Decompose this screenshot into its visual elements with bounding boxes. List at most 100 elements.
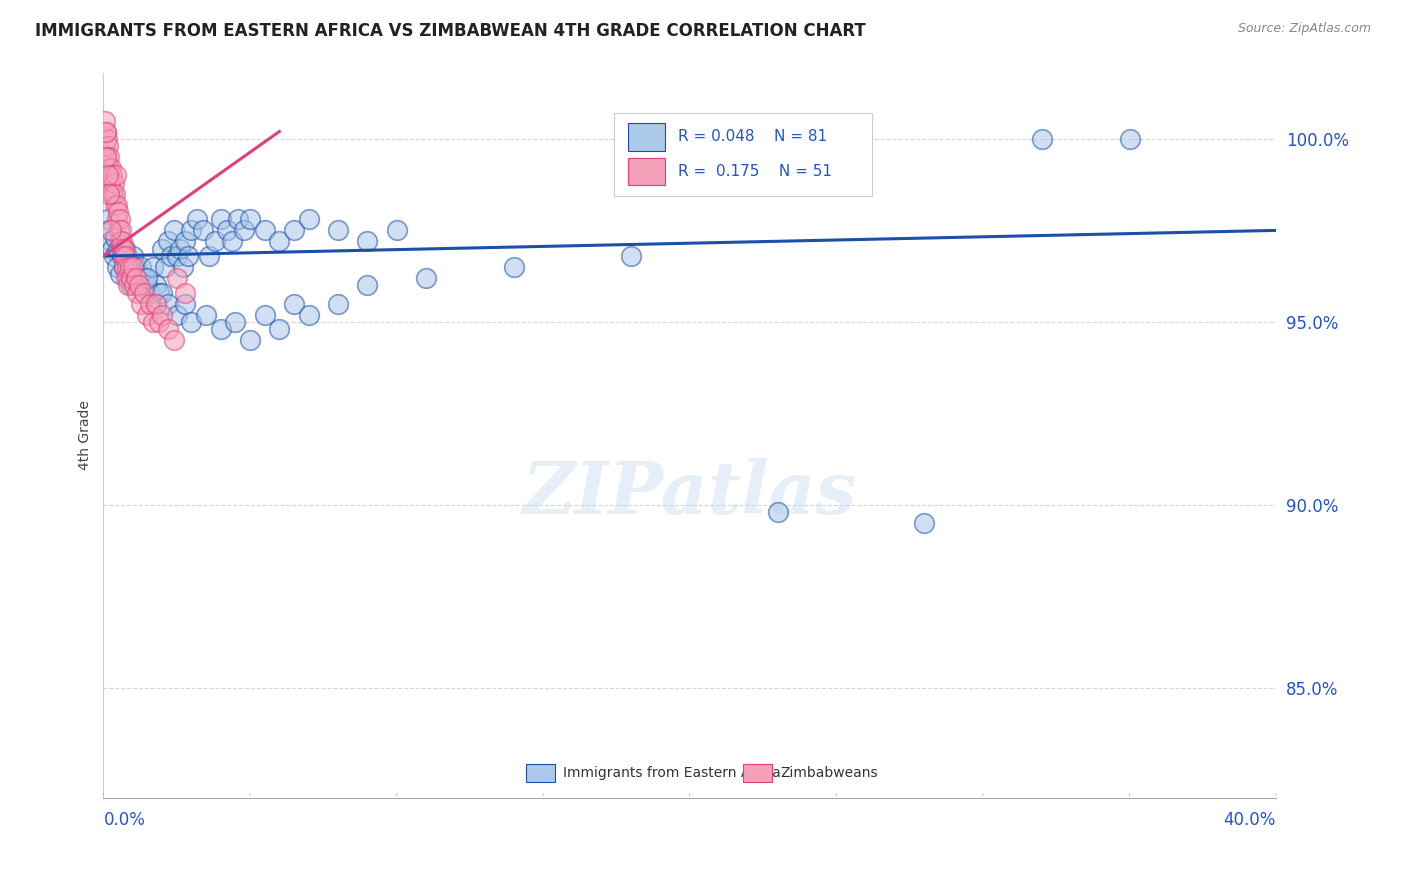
Point (134, 271, 156, 285)
Point (150, 308, 173, 322)
Point (156, 322, 179, 336)
Point (128, 268, 150, 282)
Text: Immigrants from Eastern Africa: Immigrants from Eastern Africa (562, 766, 780, 780)
Point (502, 260, 524, 274)
Text: R =  0.175    N = 51: R = 0.175 N = 51 (678, 164, 832, 179)
Point (356, 278, 378, 293)
Point (233, 223, 256, 237)
Point (101, 169, 124, 183)
Y-axis label: 4th Grade: 4th Grade (79, 401, 93, 470)
Point (107, 223, 129, 237)
Point (108, 268, 131, 282)
Point (224, 315, 246, 329)
Point (191, 223, 214, 237)
Point (163, 223, 186, 237)
Point (118, 260, 141, 274)
Point (326, 223, 349, 237)
Point (1118, 132, 1140, 146)
Point (283, 223, 305, 237)
Point (110, 223, 132, 237)
Point (139, 285, 162, 300)
Point (98, 150, 121, 164)
Point (153, 260, 176, 274)
Point (356, 235, 378, 249)
Point (97, 161, 120, 176)
Point (103, 198, 125, 212)
Point (180, 223, 202, 237)
Point (415, 271, 437, 285)
Point (94, 139, 117, 153)
Bar (742, 764, 772, 782)
Point (198, 249, 221, 263)
Point (114, 249, 136, 263)
Point (215, 223, 238, 237)
Point (174, 235, 197, 249)
Point (103, 176, 125, 190)
Point (117, 271, 139, 285)
Point (114, 260, 136, 274)
Bar (613, 113, 872, 196)
Text: IMMIGRANTS FROM EASTERN AFRICA VS ZIMBABWEAN 4TH GRADE CORRELATION CHART: IMMIGRANTS FROM EASTERN AFRICA VS ZIMBAB… (35, 22, 866, 40)
Point (174, 296, 197, 310)
Point (104, 230, 127, 244)
Point (150, 242, 173, 256)
Point (136, 278, 159, 293)
Point (150, 285, 173, 300)
Point (127, 278, 149, 293)
Point (105, 198, 128, 212)
Point (174, 285, 197, 300)
Point (124, 271, 146, 285)
Point (283, 296, 305, 310)
Point (166, 308, 188, 322)
Point (111, 235, 134, 249)
Point (148, 315, 170, 329)
Text: 0.0%: 0.0% (104, 811, 145, 829)
Point (204, 235, 226, 249)
Point (97, 139, 120, 153)
Point (156, 296, 179, 310)
Point (103, 249, 125, 263)
Point (98, 176, 121, 190)
Point (110, 235, 132, 249)
Bar (526, 764, 555, 782)
Point (120, 278, 142, 293)
Point (122, 268, 145, 282)
Point (121, 249, 143, 263)
Point (115, 249, 138, 263)
Point (912, 516, 935, 531)
Point (111, 249, 134, 263)
Point (131, 260, 153, 274)
Point (110, 238, 132, 252)
Point (124, 260, 146, 274)
Bar (627, 158, 665, 186)
Point (297, 212, 319, 227)
Point (100, 235, 122, 249)
Point (620, 249, 643, 263)
Point (108, 212, 131, 227)
Point (94, 113, 117, 128)
Point (139, 296, 162, 310)
Point (105, 260, 128, 274)
Point (107, 205, 129, 219)
Point (96, 150, 118, 164)
Point (180, 315, 202, 329)
Point (136, 308, 159, 322)
Point (148, 285, 170, 300)
Point (177, 249, 200, 263)
Point (269, 235, 291, 249)
Point (100, 223, 122, 237)
Point (112, 242, 135, 256)
Point (115, 260, 138, 274)
Point (172, 260, 194, 274)
Text: 40.0%: 40.0% (1223, 811, 1277, 829)
Point (766, 505, 789, 519)
Point (97, 169, 120, 183)
Point (100, 186, 122, 201)
Bar (627, 123, 665, 151)
Point (121, 260, 143, 274)
Point (326, 296, 349, 310)
Point (104, 169, 127, 183)
Point (101, 186, 124, 201)
Point (1031, 132, 1053, 146)
Point (107, 242, 129, 256)
